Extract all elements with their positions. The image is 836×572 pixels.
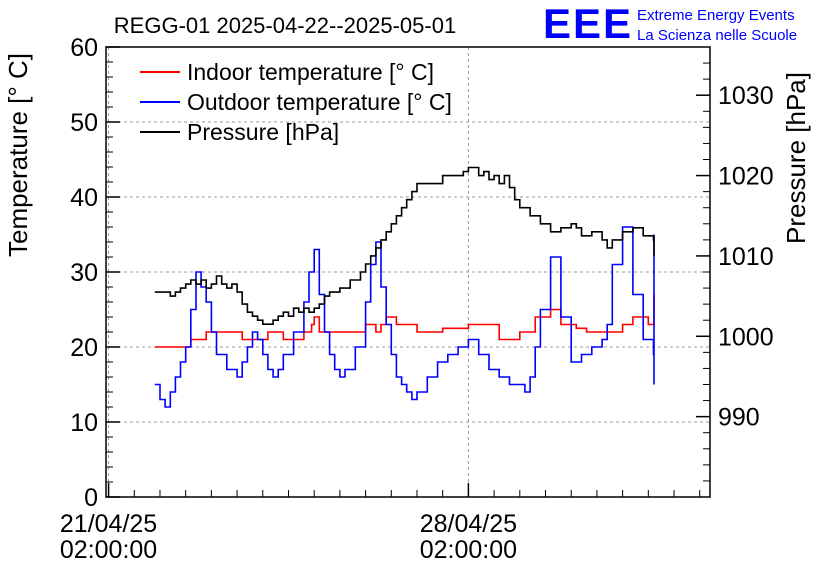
legend-label: Outdoor temperature [° C]	[187, 89, 452, 115]
legend: Indoor temperature [° C] Outdoor temperat…	[140, 59, 452, 145]
logo-mark: EEE	[543, 0, 633, 47]
x-tick-time: 02:00:00	[60, 536, 157, 564]
y-tick-label: 50	[70, 109, 98, 137]
y-tick-label: 0	[84, 484, 98, 512]
series-layer	[154, 166, 655, 408]
x-tick-time: 02:00:00	[420, 536, 517, 564]
y-tick-label: 10	[70, 409, 98, 437]
logo-line2: La Scienza nelle Scuole	[637, 27, 797, 44]
logo-line1: Extreme Energy Events	[637, 7, 795, 24]
left-axis: 0 10 20 30 40 50 60	[70, 34, 120, 512]
y-tick-label: 30	[70, 259, 98, 287]
x-tick-date: 28/04/25	[420, 510, 517, 538]
eee-logo: EEE Extreme Energy Events La Scienza nel…	[543, 0, 797, 47]
series-line-indoor	[154, 294, 655, 348]
legend-label: Indoor temperature [° C]	[187, 59, 434, 85]
series-line-outdoor	[154, 226, 655, 408]
y2-tick-label: 1030	[718, 82, 774, 110]
y-tick-label: 20	[70, 334, 98, 362]
series-line-pressure	[154, 166, 655, 325]
y2-tick-label: 1020	[718, 163, 774, 191]
y-axis-label: Temperature [° C]	[3, 53, 33, 257]
y2-axis-label: Pressure [hPa]	[781, 72, 811, 244]
y2-tick-label: 1000	[718, 323, 774, 351]
y-tick-label: 60	[70, 34, 98, 62]
x-tick-date: 21/04/25	[60, 510, 157, 538]
chart-title: REGG-01 2025-04-22--2025-05-01	[114, 13, 456, 38]
legend-label: Pressure [hPa]	[187, 119, 339, 145]
y-tick-label: 40	[70, 184, 98, 212]
y2-tick-label: 1010	[718, 243, 774, 271]
y2-tick-label: 990	[718, 404, 760, 432]
right-axis: 990 1000 1010 1020 1030	[696, 46, 774, 482]
